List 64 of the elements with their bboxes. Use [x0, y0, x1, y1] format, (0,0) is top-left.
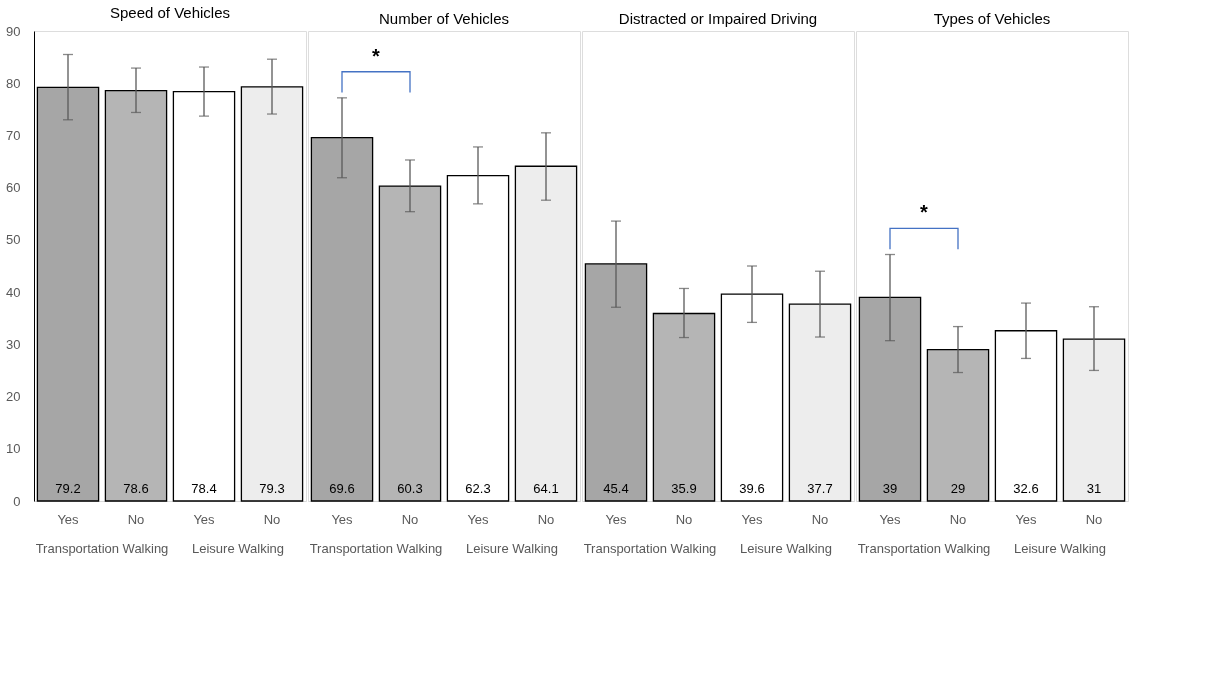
data-label: 62.3 — [465, 481, 491, 496]
data-label: 64.1 — [533, 481, 559, 496]
y-tick-label: 10 — [6, 441, 21, 457]
data-label: 79.2 — [55, 481, 81, 496]
bar — [584, 263, 648, 502]
data-label: 45.4 — [603, 481, 629, 496]
x-tick-label: No — [675, 511, 693, 527]
data-label: 78.6 — [123, 481, 149, 496]
x-tick-label: Yes — [879, 511, 902, 527]
data-label: 39 — [882, 481, 898, 496]
x-tick-label: No — [401, 511, 419, 527]
x-tick-label: Yes — [57, 511, 80, 527]
data-label: 29 — [950, 481, 966, 496]
data-label: 32.6 — [1013, 481, 1039, 496]
text: Leisure Walking — [739, 541, 833, 556]
bar — [926, 348, 990, 502]
bar — [994, 330, 1058, 502]
data-label: 60.3 — [397, 481, 423, 496]
chart-title: Distracted or Impaired Driving — [618, 10, 818, 27]
x-tick-label: Yes — [741, 511, 764, 527]
x-tick-label: Yes — [193, 511, 216, 527]
text: Transportation Walking — [857, 541, 991, 556]
text: Transportation Walking — [583, 541, 717, 556]
x-tick-label: Yes — [467, 511, 490, 527]
bar — [1062, 338, 1126, 502]
x-tick-label: No — [127, 511, 145, 527]
x-tick-label: Yes — [605, 511, 628, 527]
y-tick-label: 80 — [6, 75, 21, 91]
text: Leisure Walking — [191, 541, 285, 556]
chart-title: Types of Vehicles — [933, 10, 1051, 27]
y-tick-label: 60 — [6, 180, 21, 196]
data-label: 69.6 — [329, 481, 355, 496]
annotation: * — [920, 201, 929, 224]
bar — [652, 312, 716, 502]
x-tick-label: No — [949, 511, 967, 527]
data-label: 79.3 — [259, 481, 285, 496]
x-tick-label: No — [537, 511, 555, 527]
chart-title: Speed of Vehicles — [109, 4, 231, 21]
text: Leisure Walking — [465, 541, 559, 556]
y-tick-label: 90 — [6, 23, 21, 39]
x-tick-label: No — [1085, 511, 1103, 527]
y-tick-label: 70 — [6, 127, 21, 143]
text: Transportation Walking — [309, 541, 443, 556]
y-tick-label: 50 — [6, 232, 21, 248]
y-tick-label: 0 — [13, 493, 21, 509]
bar — [788, 303, 852, 502]
chart-title: Number of Vehicles — [378, 10, 510, 27]
data-label: 78.4 — [191, 481, 217, 496]
data-label: 39.6 — [739, 481, 765, 496]
x-tick-label: No — [263, 511, 281, 527]
y-tick-label: 40 — [6, 284, 21, 300]
annotation: * — [372, 44, 381, 67]
data-label: 31 — [1086, 481, 1102, 496]
text: Transportation Walking — [35, 541, 169, 556]
bar — [720, 293, 784, 502]
text: Leisure Walking — [1013, 541, 1107, 556]
x-tick-label: No — [811, 511, 829, 527]
x-tick-label: Yes — [331, 511, 354, 527]
y-tick-label: 30 — [6, 336, 21, 352]
x-tick-label: Yes — [1015, 511, 1038, 527]
data-label: 35.9 — [671, 481, 697, 496]
y-tick-label: 20 — [6, 389, 21, 405]
data-label: 37.7 — [807, 481, 833, 496]
bar — [858, 296, 922, 502]
